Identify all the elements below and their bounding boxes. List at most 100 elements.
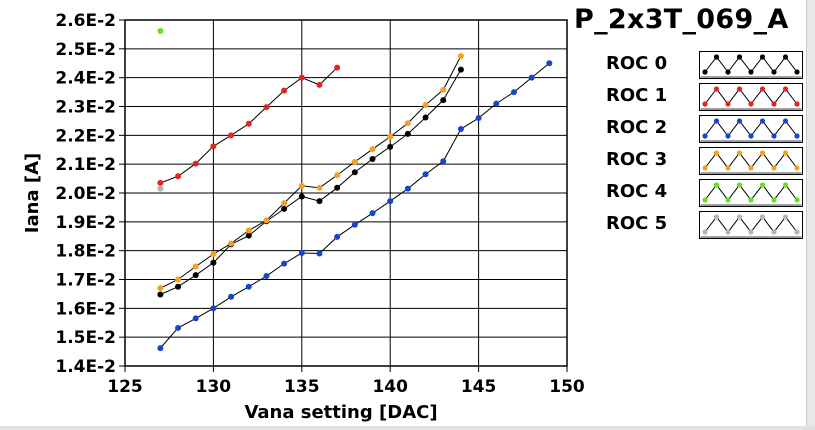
data-point: [245, 120, 252, 127]
data-point: [157, 27, 164, 34]
data-point: [192, 160, 199, 167]
data-point: [387, 198, 394, 205]
data-point: [192, 263, 199, 270]
data-point: [316, 250, 323, 257]
swatch-marker: [771, 133, 777, 139]
data-point: [157, 285, 164, 292]
data-point: [316, 198, 323, 205]
legend-swatch: [699, 179, 803, 207]
swatch-marker: [748, 101, 754, 107]
swatch-marker: [782, 214, 789, 220]
data-point: [281, 87, 288, 94]
data-point: [546, 60, 553, 67]
x-tick-label: 145: [461, 377, 497, 397]
data-point: [316, 81, 323, 88]
data-point: [157, 291, 164, 298]
x-tick-label: 130: [196, 377, 232, 397]
swatch-marker: [782, 86, 789, 92]
legend-item-roc2: ROC 2: [604, 113, 804, 145]
y-tick-label: 1.4E-2: [55, 357, 116, 377]
series-5: [157, 185, 164, 192]
data-point: [440, 86, 447, 93]
grid: [124, 19, 568, 367]
data-point: [440, 97, 447, 104]
data-point: [175, 283, 182, 290]
swatch-marker: [771, 165, 777, 171]
swatch-marker: [725, 133, 731, 139]
chart-title: P_2x3T_069_A: [574, 4, 789, 35]
swatch-marker: [759, 118, 766, 124]
swatch-marker: [702, 69, 708, 75]
y-axis-label: Iana [A]: [22, 153, 43, 233]
data-point: [351, 169, 358, 176]
swatch-marker: [794, 229, 800, 235]
data-point: [369, 146, 376, 153]
swatch-marker: [771, 229, 777, 235]
data-point: [404, 185, 411, 192]
series-2: [157, 60, 553, 352]
legend-label: ROC 0: [606, 53, 668, 74]
series-line: [160, 69, 462, 295]
y-tick-label: 2.0E-2: [55, 184, 116, 204]
data-point: [245, 283, 252, 290]
legend-label: ROC 5: [606, 213, 668, 234]
swatch-shadow: [700, 172, 802, 174]
data-point: [263, 273, 270, 280]
swatch-marker: [702, 165, 708, 171]
swatch-marker: [702, 229, 708, 235]
swatch-marker: [725, 101, 731, 107]
swatch-marker: [725, 165, 731, 171]
data-point: [281, 260, 288, 267]
swatch-marker: [771, 101, 777, 107]
axes: 125 130 135 140 145 150 1.4E-2 1.5E-2 1.6E-2 1.7E…: [22, 11, 585, 423]
data-point: [422, 114, 429, 121]
data-point: [298, 74, 305, 81]
swatch-marker: [748, 165, 754, 171]
y-tick-label: 1.7E-2: [55, 271, 116, 291]
x-tick-label: 140: [372, 377, 408, 397]
swatch-marker: [794, 101, 800, 107]
data-point: [228, 293, 235, 300]
data-point: [334, 233, 341, 240]
y-tick-label: 2.3E-2: [55, 98, 116, 118]
series-line: [160, 55, 462, 289]
data-point: [351, 158, 358, 165]
legend-swatch: [699, 83, 803, 111]
swatch-marker: [725, 197, 731, 203]
y-tick-label: 1.9E-2: [55, 213, 116, 233]
legend-swatch: [699, 51, 803, 79]
swatch-marker: [713, 150, 720, 156]
plot-frame: [124, 19, 568, 367]
data-point: [192, 272, 199, 279]
data-point: [228, 240, 235, 247]
swatch-marker: [713, 214, 720, 220]
data-point: [422, 171, 429, 178]
data-point: [387, 133, 394, 140]
data-point: [210, 251, 217, 258]
window-scrollbar[interactable]: [806, 0, 815, 430]
legend: ROC 0 ROC 1 ROC 2 ROC 3 ROC 4 ROC 5: [604, 49, 804, 241]
legend-swatch: [699, 147, 803, 175]
series-line: [159, 62, 550, 349]
swatch-shadow: [700, 108, 802, 110]
swatch-marker: [759, 150, 766, 156]
x-axis-label: Vana setting [DAC]: [244, 402, 437, 423]
swatch-marker: [725, 69, 731, 75]
swatch-marker: [736, 118, 743, 124]
data-point: [175, 276, 182, 283]
data-point: [281, 205, 288, 212]
swatch-marker: [702, 197, 708, 203]
swatch-marker: [759, 86, 766, 92]
y-tick-label: 1.8E-2: [55, 242, 116, 262]
data-point: [404, 120, 411, 127]
data-point: [245, 227, 252, 234]
legend-item-roc1: ROC 1: [604, 81, 804, 113]
data-point: [157, 345, 164, 352]
swatch-marker: [736, 54, 743, 60]
series-0: [157, 66, 464, 298]
swatch-marker: [736, 150, 743, 156]
data-point: [298, 249, 305, 256]
swatch-marker: [794, 69, 800, 75]
data-point: [369, 210, 376, 217]
swatch-marker: [713, 86, 720, 92]
